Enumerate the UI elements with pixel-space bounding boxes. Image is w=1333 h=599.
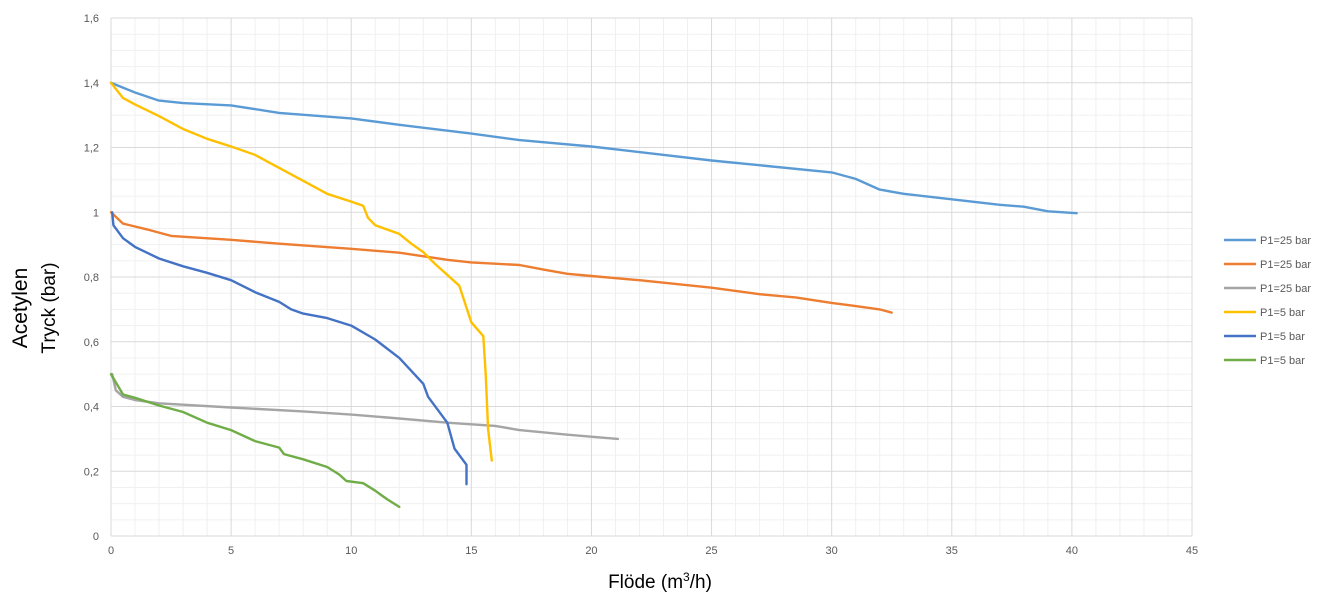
legend-label-4: P1=5 bar	[1260, 307, 1305, 319]
legend-label-5: P1=5 bar	[1260, 331, 1305, 343]
x-tick-label: 20	[585, 545, 597, 557]
x-axis-title: Flöde (m3/h)	[608, 570, 712, 593]
x-tick-label: 15	[465, 545, 477, 557]
legend: P1=25 bar P1=25 bar P1=25 bar P1=5 bar P1=5 …	[1224, 235, 1311, 367]
y-axis-title-line1: Acetylen	[9, 268, 32, 349]
series-line-4	[109, 81, 493, 462]
x-tick-label: 10	[345, 545, 357, 557]
series-line-5	[111, 211, 468, 486]
y-axis-ticks: 0 0,2 0,4 0,6 0,8 1 1,2 1,4 1,6	[84, 13, 99, 543]
x-tick-label: 0	[108, 545, 114, 557]
x-tick-label: 35	[946, 545, 958, 557]
y-tick-label: 0,8	[84, 272, 99, 284]
x-tick-label: 45	[1186, 545, 1198, 557]
legend-label-3: P1=25 bar	[1260, 283, 1311, 295]
x-tick-label: 40	[1066, 545, 1078, 557]
y-tick-label: 0,2	[84, 466, 99, 478]
series-line-6	[109, 372, 401, 509]
y-tick-label: 1,4	[84, 78, 99, 90]
y-tick-label: 0,6	[84, 337, 99, 349]
y-tick-label: 1	[93, 207, 99, 219]
y-tick-label: 0,4	[84, 402, 99, 414]
x-tick-label: 30	[826, 545, 838, 557]
legend-label-1: P1=25 bar	[1260, 235, 1311, 247]
series-line-2	[109, 211, 893, 314]
y-axis-title-line2: Tryck (bar)	[39, 262, 60, 353]
x-tick-label: 25	[705, 545, 717, 557]
legend-label-6: P1=5 bar	[1260, 355, 1305, 367]
series-line-1	[109, 81, 1078, 215]
y-tick-label: 0	[93, 531, 99, 543]
x-tick-label: 5	[228, 545, 234, 557]
y-tick-label: 1,6	[84, 13, 99, 25]
x-axis-ticks: 0 5 10 15 20 25 30 35 40 45	[108, 545, 1198, 557]
series-lines	[109, 81, 1078, 509]
legend-label-2: P1=25 bar	[1260, 259, 1311, 271]
major-gridlines	[110, 17, 1193, 537]
y-tick-label: 1,2	[84, 143, 99, 155]
series-line-3	[111, 372, 620, 441]
